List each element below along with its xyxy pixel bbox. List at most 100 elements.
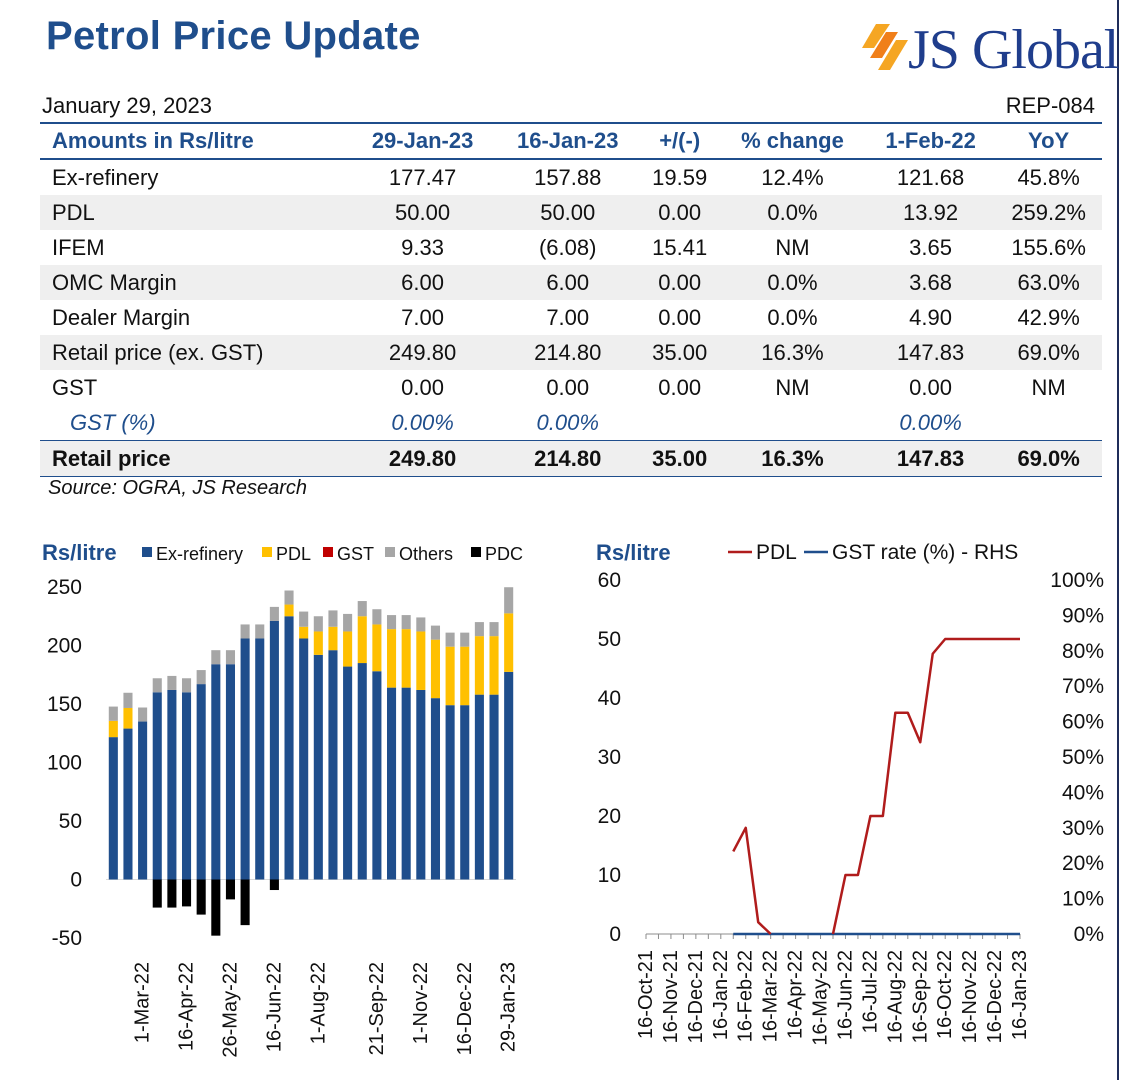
bar-segment bbox=[269, 606, 279, 621]
y-tick-label: 250 bbox=[47, 576, 82, 599]
table-cell: 69.0% bbox=[995, 335, 1102, 370]
bar-segment bbox=[504, 671, 514, 880]
table-cell: 45.8% bbox=[1017, 164, 1080, 190]
bar-segment bbox=[108, 720, 118, 738]
table-cell: 69.0% bbox=[995, 440, 1102, 477]
table-cell: 0.0% bbox=[767, 304, 818, 330]
bar-segment bbox=[386, 687, 397, 880]
x-tick-label: 16-May-22 bbox=[810, 950, 832, 1046]
bar-segment bbox=[313, 631, 323, 655]
table-cell: 15.41 bbox=[652, 234, 708, 260]
table-cell: 50.00 bbox=[495, 195, 641, 230]
bar-segment bbox=[445, 705, 455, 880]
table-cell: 147.83 bbox=[865, 440, 996, 477]
y2-tick-label: 100% bbox=[1050, 569, 1104, 592]
legend-swatch bbox=[323, 547, 333, 557]
price-table: Amounts in Rs/litre 29-Jan-23 16-Jan-23 … bbox=[40, 122, 1102, 477]
table-cell: 0.00 bbox=[909, 374, 952, 400]
bar-segment bbox=[167, 689, 177, 880]
table-cell: 0.0% bbox=[719, 195, 866, 230]
table-cell: 0.00% bbox=[391, 409, 454, 435]
x-tick-label: 16-Jun-22 bbox=[263, 962, 285, 1052]
x-tick-label: 16-Jan-22 bbox=[710, 950, 732, 1040]
row-label: PDL bbox=[40, 195, 350, 230]
y-axis-label: Rs/litre bbox=[596, 540, 671, 565]
x-tick-label: 16-Nov-21 bbox=[660, 950, 682, 1043]
x-tick-label: 16-Jul-22 bbox=[859, 950, 881, 1033]
legend-label: GST rate (%) - RHS bbox=[832, 541, 1018, 564]
y-tick-label: 50 bbox=[598, 628, 621, 651]
table-cell: 214.80 bbox=[495, 440, 641, 477]
table-cell: 259.2% bbox=[995, 195, 1102, 230]
col-header: 1-Feb-22 bbox=[865, 122, 996, 160]
x-tick-label: 16-Jun-22 bbox=[834, 950, 856, 1040]
row-label: GST (%) bbox=[70, 409, 156, 435]
bar-segment bbox=[152, 692, 162, 880]
x-tick-label: 1-Nov-22 bbox=[410, 962, 432, 1044]
col-header: 29-Jan-23 bbox=[350, 122, 496, 160]
bar-segment bbox=[138, 707, 148, 722]
legend-label: Ex-refinery bbox=[156, 544, 243, 564]
legend-swatch bbox=[385, 547, 395, 557]
table-cell: 147.83 bbox=[865, 335, 996, 370]
bar-segment bbox=[343, 613, 353, 632]
table-cell: 63.0% bbox=[995, 265, 1102, 300]
table-row: Ex-refinery 177.47 157.88 19.59 12.4% 12… bbox=[40, 159, 1102, 195]
row-label: Ex-refinery bbox=[52, 164, 159, 190]
x-tick-label: 16-Mar-22 bbox=[760, 950, 782, 1042]
bar-segment bbox=[474, 636, 484, 695]
bar-segment bbox=[372, 609, 382, 625]
col-header-label: Amounts in Rs/litre bbox=[40, 122, 350, 160]
y-axis-label: Rs/litre bbox=[42, 540, 117, 565]
bar-segment bbox=[430, 625, 441, 640]
row-label: Dealer Margin bbox=[52, 304, 191, 330]
x-tick-label: 16-Apr-22 bbox=[176, 962, 198, 1051]
table-cell: 177.47 bbox=[388, 164, 457, 190]
x-tick-label: 26-May-22 bbox=[219, 962, 241, 1058]
row-label: OMC Margin bbox=[40, 265, 350, 300]
bar-segment bbox=[357, 601, 367, 617]
report-id: REP-084 bbox=[1005, 93, 1095, 118]
col-header: YoY bbox=[995, 122, 1102, 160]
x-tick-label: 16-Sep-22 bbox=[909, 950, 931, 1043]
bar-segment bbox=[196, 879, 206, 915]
y2-tick-label: 10% bbox=[1062, 888, 1104, 911]
y2-tick-label: 0% bbox=[1074, 923, 1104, 946]
x-tick-label: 29-Jan-23 bbox=[498, 962, 520, 1052]
table-cell: 3.65 bbox=[909, 234, 952, 260]
y-tick-label: 200 bbox=[47, 635, 82, 658]
x-tick-label: 16-Feb-22 bbox=[735, 950, 757, 1042]
bar-segment bbox=[401, 629, 411, 688]
table-cell: 6.00 bbox=[495, 265, 641, 300]
table-cell: 249.80 bbox=[350, 440, 496, 477]
table-cell: 0.00 bbox=[546, 374, 590, 400]
legend-label: GST bbox=[337, 544, 374, 564]
x-tick-label: 16-Dec-21 bbox=[685, 950, 707, 1043]
table-cell: 3.68 bbox=[865, 265, 996, 300]
table-cell: 50.00 bbox=[350, 195, 496, 230]
bar-segment bbox=[211, 879, 221, 936]
x-tick-label: 16-Oct-22 bbox=[934, 950, 956, 1039]
y-tick-label: 0 bbox=[70, 869, 82, 892]
row-label: Retail price (ex. GST) bbox=[40, 335, 350, 370]
bar-segment bbox=[343, 666, 353, 880]
legend-swatch bbox=[142, 547, 152, 557]
bar-segment bbox=[504, 613, 514, 672]
table-header-row: Amounts in Rs/litre 29-Jan-23 16-Jan-23 … bbox=[40, 122, 1102, 160]
bar-segment bbox=[460, 632, 470, 647]
table-cell: 0.0% bbox=[719, 265, 866, 300]
bar-segment bbox=[386, 615, 397, 630]
table-cell: 7.00 bbox=[546, 304, 590, 330]
table-cell: NM bbox=[775, 374, 810, 400]
legend-label: PDL bbox=[276, 544, 311, 564]
legend-swatch bbox=[471, 547, 481, 557]
row-label: Retail price bbox=[40, 440, 350, 477]
bar-segment bbox=[108, 706, 118, 721]
bar-segment bbox=[328, 610, 338, 627]
row-label: GST bbox=[52, 374, 98, 400]
table-cell: 13.92 bbox=[865, 195, 996, 230]
bar-segment bbox=[416, 689, 426, 880]
col-header: 16-Jan-23 bbox=[495, 122, 641, 160]
bar-segment bbox=[299, 626, 309, 639]
